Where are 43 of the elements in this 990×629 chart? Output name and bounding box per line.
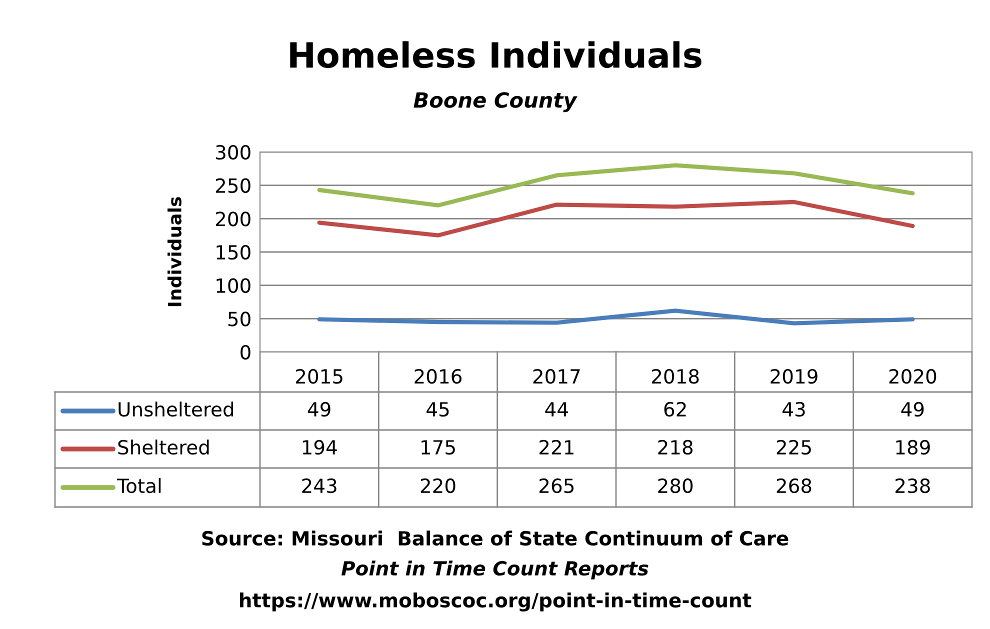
chart-subtitle: Boone County [414, 92, 578, 112]
y-tick-label: 150 [216, 244, 250, 260]
x-tick-label: 2019 [770, 369, 818, 384]
data-label: 220 [420, 478, 456, 494]
data-label: 44 [545, 402, 568, 416]
data-label: 175 [422, 440, 455, 455]
y-tick-label: 0 [240, 344, 250, 360]
data-label: 243 [302, 478, 336, 494]
data-label: 265 [540, 478, 574, 494]
text: https://www.moboscoc.org/point-in-time-count [240, 592, 752, 612]
data-label: 62 [664, 402, 686, 417]
line-series [317, 200, 915, 238]
y-tick-label: 300 [216, 144, 250, 160]
source-note: Source: Missouri Balance of State Continuum of Care [202, 530, 788, 546]
y-tick-label: 50 [228, 312, 250, 326]
data-label: 238 [896, 478, 930, 494]
legend-label: Total [116, 478, 161, 494]
line-series [317, 308, 915, 326]
data-label: 49 [901, 402, 924, 417]
legend-label: Unsheltered [118, 402, 234, 417]
x-tick-label: 2015 [296, 369, 342, 384]
data-label: 189 [896, 440, 930, 455]
x-tick-label: 2017 [533, 369, 580, 384]
data-label: 45 [426, 402, 449, 417]
data-label: 280 [658, 478, 693, 494]
y-tick-label: 250 [216, 178, 250, 193]
x-tick-label: 2018 [652, 369, 699, 384]
data-label: 49 [308, 402, 330, 417]
data-label: 225 [776, 440, 811, 455]
data-label: 268 [776, 478, 812, 494]
text: Point in Time Count Reports [341, 560, 648, 580]
legend-label: Sheltered [118, 440, 209, 455]
data-label: 221 [540, 440, 574, 454]
x-tick-label: 2020 [889, 369, 936, 384]
data-label: 194 [302, 440, 337, 455]
chart-title: Homeless Individuals [290, 41, 702, 68]
data-label: 43 [782, 402, 805, 417]
y-tick-label: 100 [216, 278, 250, 293]
line-series [317, 163, 915, 208]
y-tick-label: 200 [216, 212, 250, 226]
x-tick-label: 2016 [414, 369, 462, 384]
data-label: 218 [658, 440, 693, 455]
y-axis-title: Individuals [168, 197, 182, 306]
